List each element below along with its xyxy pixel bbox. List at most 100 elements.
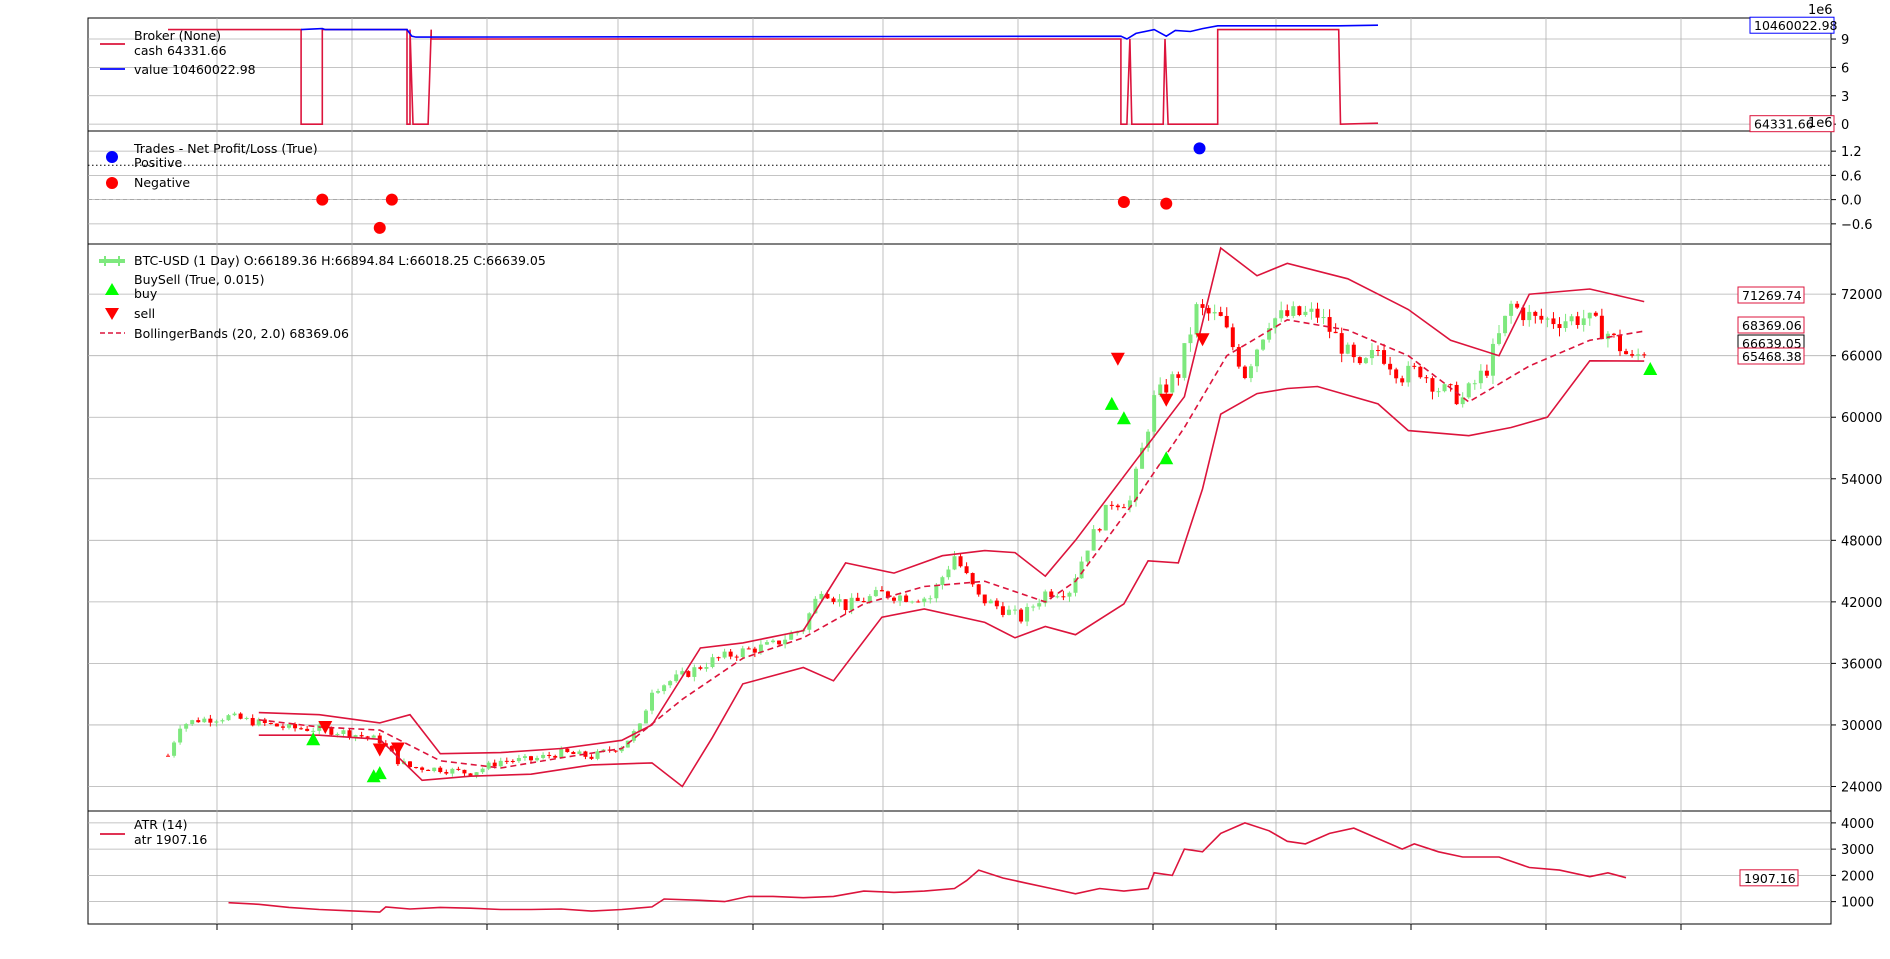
candle-body [1061, 596, 1066, 598]
candle-body [166, 755, 170, 757]
candle-body [1581, 318, 1586, 326]
y-tick-label: 24000 [1841, 780, 1882, 795]
candle-body [1430, 378, 1435, 392]
candle-body [1267, 328, 1272, 340]
candle-body [970, 573, 975, 585]
trade-negative-point [1117, 196, 1130, 209]
candle-body [1454, 384, 1459, 405]
candle-body [861, 600, 866, 603]
broker-cash-line [168, 28, 1379, 126]
candle-body [1285, 310, 1290, 316]
candle-body [1515, 303, 1520, 308]
candle-body [958, 556, 963, 567]
plot-area [88, 24, 1831, 913]
candle-body [1206, 307, 1211, 314]
candle-body [1013, 609, 1017, 611]
candle-body [1321, 317, 1326, 319]
y-tick-label: −0.6 [1841, 218, 1873, 233]
buy-marker [306, 732, 321, 746]
candle-body [892, 597, 896, 601]
candle-body [904, 595, 909, 602]
candle-body [486, 762, 491, 769]
candle-body [462, 769, 467, 774]
candle-body [553, 755, 558, 758]
candle-body [305, 728, 310, 731]
candle-body [565, 748, 570, 753]
buy-marker [1116, 411, 1131, 425]
candle-body [1406, 365, 1411, 383]
candle-body [740, 648, 745, 658]
y-tick-label: 72000 [1841, 288, 1882, 303]
price-end-tag-box [1737, 286, 1805, 304]
candle-body [426, 769, 431, 771]
candle-body [1031, 606, 1036, 608]
candle-body [1315, 308, 1320, 318]
candle-body [559, 748, 564, 758]
candle-body [1236, 347, 1241, 367]
broker-legend-title: Broker (None) [134, 28, 221, 43]
candle-body [583, 751, 588, 757]
candle-body [444, 772, 449, 774]
candle-body [1273, 318, 1278, 329]
candle-body [504, 760, 509, 762]
candle-body [686, 671, 691, 677]
candle-body [522, 756, 527, 758]
candle-body [1164, 384, 1169, 393]
trades-legend-positive: Positive [134, 155, 182, 170]
candle-body [1442, 384, 1447, 392]
trade-positive-point [1193, 142, 1206, 155]
candle-body [1006, 609, 1011, 615]
candle-body [238, 713, 243, 719]
candle-body [855, 597, 860, 601]
broker-value-line [301, 24, 1379, 40]
candle-body [1400, 378, 1405, 383]
candle-body [637, 723, 642, 732]
candle-body [214, 721, 219, 723]
candle-body [408, 761, 412, 768]
candle-body [1230, 327, 1235, 348]
trades-panel-frame [87, 130, 1832, 245]
candle-body [262, 719, 267, 724]
candle-body [698, 667, 703, 669]
trades-legend: Trades - Net Profit/Loss (True) Positive… [106, 141, 318, 190]
candle-body [650, 692, 654, 711]
candle-body [571, 752, 576, 755]
candle-body [994, 600, 999, 607]
candle-body [1043, 591, 1048, 604]
candle-body [1624, 351, 1629, 355]
candle-body [722, 651, 727, 658]
candle-body [1176, 374, 1181, 378]
price-end-tag-text: 65468.38 [1742, 349, 1802, 364]
candle-body [1303, 311, 1308, 316]
candle-body [1194, 304, 1199, 335]
y-tick-label: 54000 [1841, 473, 1882, 488]
candle-body [1291, 306, 1296, 316]
candle-body [982, 594, 987, 604]
candle-body [202, 718, 207, 723]
y-tick-label: 3 [1841, 90, 1849, 105]
candle-body [964, 566, 969, 574]
candle-body [1140, 447, 1145, 469]
candle-body [1351, 344, 1356, 358]
y-tick-label: 60000 [1841, 411, 1882, 426]
candle-body [1569, 316, 1574, 322]
candle-body [438, 767, 443, 773]
candle-body [680, 671, 685, 675]
candle-body [1587, 312, 1592, 319]
broker-end-tag-text: 64331.66 [1754, 117, 1814, 132]
candle-body [299, 728, 304, 730]
candle-body [1551, 318, 1556, 325]
atr-panel-frame [87, 810, 1832, 925]
broker-legend: Broker (None) cash 64331.66 value 104600… [100, 28, 256, 77]
broker-legend-value: value 10460022.98 [134, 62, 256, 77]
candle-body [825, 593, 830, 599]
candle-body [1309, 308, 1314, 312]
candle-body [1605, 333, 1610, 340]
candle-body [1388, 363, 1393, 370]
price-legend-sell-marker [105, 308, 119, 320]
candle-body [208, 718, 213, 723]
candle-body [752, 648, 757, 653]
candle-body [432, 767, 437, 771]
candle-body [1563, 321, 1568, 329]
